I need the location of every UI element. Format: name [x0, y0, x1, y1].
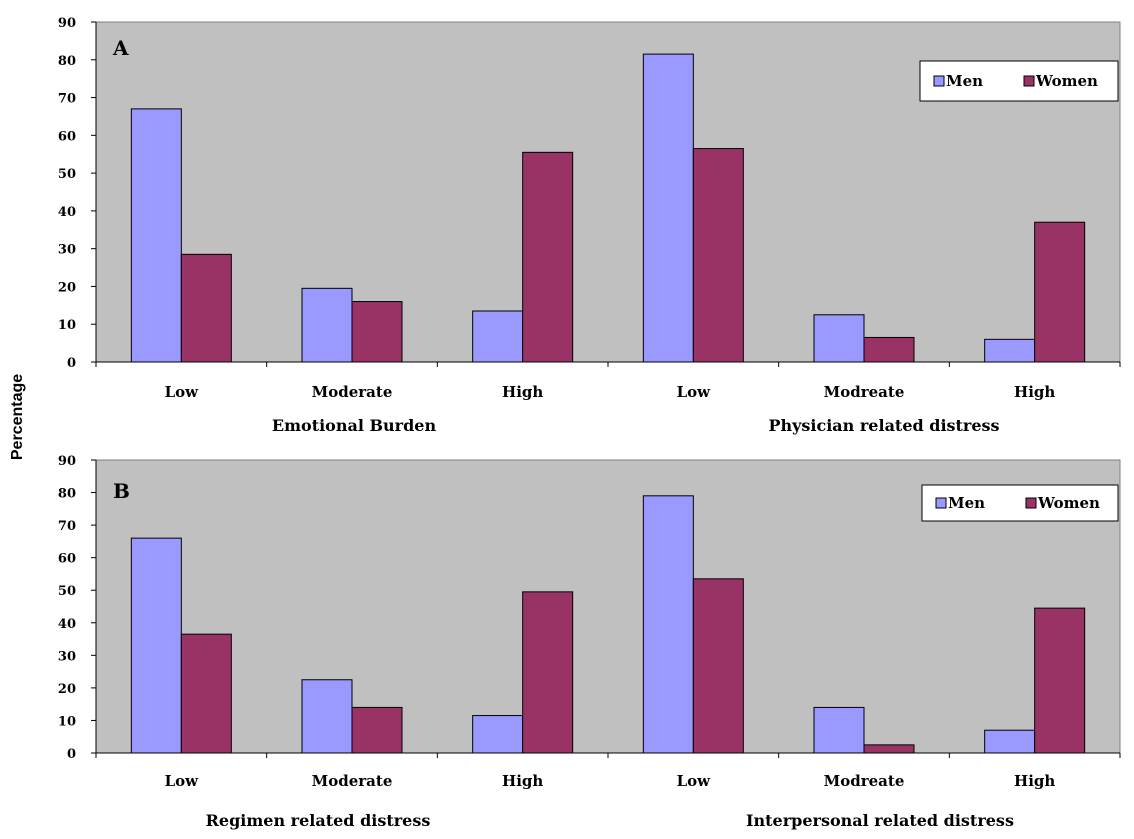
legend-box — [919, 60, 1119, 102]
y-tick-label: 0 — [67, 356, 76, 371]
bar-men-2 — [472, 310, 524, 363]
y-tick-label: 70 — [58, 519, 76, 534]
bar-men-4 — [813, 314, 865, 363]
x-category-label: Modreate — [824, 772, 905, 790]
y-tick-label: 50 — [58, 584, 76, 599]
legend-swatch-women — [1025, 497, 1037, 509]
legend: Men Women — [921, 484, 1119, 522]
y-tick-label: 20 — [58, 280, 76, 295]
x-category-label: Low — [165, 383, 200, 401]
y-tick-label: 30 — [58, 649, 76, 664]
x-category-label: Low — [677, 383, 712, 401]
bar-men-1 — [301, 287, 353, 363]
chart-panel-b: 0 10 20 30 40 50 60 70 80 90 Low Moderate High Low Mod… — [58, 454, 1121, 830]
legend: Men Women — [919, 60, 1119, 102]
y-tick-label: 70 — [58, 92, 76, 107]
y-tick-label: 60 — [58, 129, 76, 144]
bar-women-1 — [351, 706, 403, 754]
x-category-label: High — [1014, 772, 1055, 790]
bar-women-0 — [180, 253, 232, 363]
legend-label-men: Men — [948, 494, 985, 512]
bar-men-3 — [642, 53, 694, 363]
x-category-label: Low — [165, 772, 200, 790]
panel-label: B — [113, 479, 130, 503]
y-tick-label: 80 — [58, 54, 76, 69]
y-tick-label: 0 — [67, 747, 76, 762]
x-category-label: High — [1014, 383, 1055, 401]
bar-women-5 — [1034, 607, 1086, 754]
panel-label: A — [112, 36, 129, 60]
bar-women-4 — [863, 744, 915, 754]
bar-men-1 — [301, 679, 353, 754]
legend-box — [921, 484, 1119, 522]
group-label: Emotional Burden — [272, 416, 437, 435]
bar-women-0 — [180, 633, 232, 754]
legend-label-women: Women — [1035, 72, 1098, 90]
group-label: Physician related distress — [768, 416, 999, 435]
bar-women-2 — [522, 151, 574, 363]
x-category-label: Moderate — [312, 383, 393, 401]
bar-men-0 — [130, 108, 182, 363]
y-tick-label: 90 — [58, 454, 76, 469]
x-category-label: Low — [677, 772, 712, 790]
y-tick-label: 30 — [58, 243, 76, 258]
legend-label-women: Women — [1037, 494, 1100, 512]
x-category-label: Modreate — [824, 383, 905, 401]
bar-men-2 — [472, 715, 524, 754]
legend-swatch-women — [1023, 75, 1035, 87]
y-axis-label: Percentage — [9, 374, 26, 460]
bar-women-3 — [692, 578, 744, 754]
y-tick-label: 10 — [58, 714, 76, 729]
y-tick-label: 10 — [58, 318, 76, 333]
y-tick-label: 40 — [58, 205, 76, 220]
bar-men-5 — [984, 338, 1036, 363]
y-tick-label: 50 — [58, 167, 76, 182]
group-label: Regimen related distress — [206, 811, 431, 830]
bar-men-4 — [813, 706, 865, 754]
bar-women-4 — [863, 336, 915, 363]
legend-swatch-men — [933, 75, 945, 87]
group-label: Interpersonal related distress — [746, 811, 1014, 830]
legend-swatch-men — [935, 497, 947, 509]
bar-men-3 — [642, 495, 694, 754]
y-tick-label: 60 — [58, 552, 76, 567]
chart-panel-a: 0 10 20 30 40 50 60 70 80 90 Low Moderate High Low Mod… — [58, 16, 1121, 435]
legend-label-men: Men — [946, 72, 983, 90]
bar-women-3 — [692, 148, 744, 363]
y-tick-label: 40 — [58, 617, 76, 632]
x-category-label: High — [502, 772, 543, 790]
x-category-label: Moderate — [312, 772, 393, 790]
bar-men-0 — [130, 537, 182, 754]
bar-women-5 — [1034, 221, 1086, 363]
y-tick-label: 20 — [58, 682, 76, 697]
bar-men-5 — [984, 729, 1036, 754]
y-tick-label: 80 — [58, 487, 76, 502]
bar-women-1 — [351, 301, 403, 363]
x-category-label: High — [502, 383, 543, 401]
y-tick-label: 90 — [58, 16, 76, 31]
bar-women-2 — [522, 591, 574, 754]
